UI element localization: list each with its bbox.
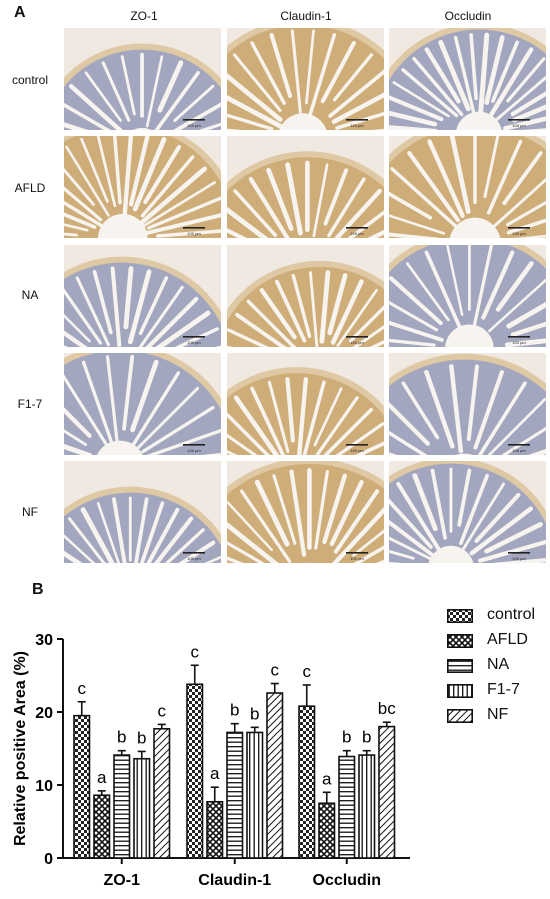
- svg-text:100 μm: 100 μm: [187, 340, 201, 345]
- significance-letter: a: [210, 764, 220, 783]
- significance-letter: b: [230, 701, 239, 720]
- histology-image-na-zo-1: 100 μm: [64, 245, 221, 347]
- svg-text:100 μm: 100 μm: [512, 340, 526, 345]
- y-tick-label: 30: [35, 632, 53, 649]
- y-axis-label: Relative positive Area (%): [12, 651, 29, 846]
- histology-image-f1-7-occludin: 100 μm: [389, 353, 546, 455]
- svg-text:100 μm: 100 μm: [187, 123, 201, 128]
- y-tick-label: 10: [35, 778, 53, 795]
- legend-label: NF: [487, 706, 508, 724]
- svg-text:100 μm: 100 μm: [512, 556, 526, 561]
- bar-control-occludin: [299, 706, 315, 858]
- histology-image-nf-claudin-1: 100 μm: [227, 461, 384, 563]
- bar-na-zo-1: [114, 755, 130, 858]
- svg-text:100 μm: 100 μm: [187, 448, 201, 453]
- significance-letter: c: [271, 661, 280, 680]
- y-tick-label: 20: [35, 705, 53, 722]
- legend-swatch: [447, 634, 473, 648]
- significance-letter: c: [191, 642, 200, 661]
- histology-image-afld-claudin-1: 100 μm: [227, 136, 384, 238]
- bar-nf-zo-1: [154, 729, 170, 858]
- bar-afld-zo-1: [94, 795, 110, 858]
- column-header-claudin1: Claudin-1: [226, 9, 386, 23]
- bar-f1-7-occludin: [359, 755, 375, 858]
- histology-image-afld-zo-1: 100 μm: [64, 136, 221, 238]
- legend-swatch: [447, 609, 473, 623]
- row-label-f17: F1-7: [4, 397, 56, 411]
- significance-letter: c: [78, 679, 87, 698]
- svg-text:100 μm: 100 μm: [350, 123, 364, 128]
- bar-control-claudin-1: [187, 684, 203, 858]
- row-label-control: control: [4, 73, 56, 87]
- row-label-na: NA: [4, 288, 56, 302]
- panel-a-letter: A: [14, 4, 26, 22]
- histology-image-nf-occludin: 100 μm: [389, 461, 546, 563]
- histology-image-na-claudin-1: 100 μm: [227, 245, 384, 347]
- significance-letter: bc: [378, 699, 396, 718]
- bar-nf-claudin-1: [267, 693, 283, 858]
- bar-control-zo-1: [74, 716, 90, 858]
- x-category-label: Claudin-1: [198, 872, 271, 889]
- svg-text:100 μm: 100 μm: [512, 231, 526, 236]
- bar-na-occludin: [339, 757, 355, 858]
- svg-text:100 μm: 100 μm: [350, 448, 364, 453]
- column-header-zo1: ZO-1: [64, 9, 224, 23]
- histology-image-nf-zo-1: 100 μm: [64, 461, 221, 563]
- svg-text:100 μm: 100 μm: [187, 231, 201, 236]
- column-header-occludin: Occludin: [388, 9, 548, 23]
- significance-letter: a: [322, 769, 332, 788]
- significance-letter: b: [250, 704, 259, 723]
- histology-image-na-occludin: 100 μm: [389, 245, 546, 347]
- x-category-label: ZO-1: [104, 872, 141, 889]
- legend-swatch: [447, 659, 473, 673]
- histology-image-f1-7-claudin-1: 100 μm: [227, 353, 384, 455]
- significance-letter: c: [158, 701, 167, 720]
- histology-image-f1-7-zo-1: 100 μm: [64, 353, 221, 455]
- histology-image-afld-occludin: 100 μm: [389, 136, 546, 238]
- legend-label: NA: [487, 656, 509, 674]
- bar-afld-occludin: [319, 803, 335, 858]
- legend-label: AFLD: [487, 631, 528, 649]
- bar-afld-claudin-1: [207, 802, 223, 858]
- svg-text:100 μm: 100 μm: [350, 556, 364, 561]
- svg-text:100 μm: 100 μm: [512, 448, 526, 453]
- significance-letter: b: [342, 728, 351, 747]
- svg-text:100 μm: 100 μm: [512, 123, 526, 128]
- x-category-label: Occludin: [313, 872, 381, 889]
- y-tick-label: 0: [44, 851, 53, 868]
- row-label-afld: AFLD: [4, 181, 56, 195]
- significance-letter: b: [362, 728, 371, 747]
- bar-f1-7-claudin-1: [247, 732, 263, 858]
- legend-swatch: [447, 709, 473, 723]
- svg-text:100 μm: 100 μm: [350, 231, 364, 236]
- row-label-nf: NF: [4, 505, 56, 519]
- significance-letter: a: [97, 768, 107, 787]
- histology-image-control-zo-1: 100 μm: [64, 28, 221, 130]
- significance-letter: b: [137, 728, 146, 747]
- bar-nf-occludin: [379, 727, 395, 858]
- significance-letter: c: [303, 662, 312, 681]
- histology-image-control-occludin: 100 μm: [389, 28, 546, 130]
- svg-text:100 μm: 100 μm: [350, 340, 364, 345]
- bar-na-claudin-1: [227, 732, 243, 858]
- legend-label: control: [487, 606, 535, 624]
- histology-image-control-claudin-1: 100 μm: [227, 28, 384, 130]
- legend-label: F1-7: [487, 681, 520, 699]
- bar-f1-7-zo-1: [134, 759, 150, 858]
- legend-swatch: [447, 684, 473, 698]
- significance-letter: b: [117, 728, 126, 747]
- svg-text:100 μm: 100 μm: [187, 556, 201, 561]
